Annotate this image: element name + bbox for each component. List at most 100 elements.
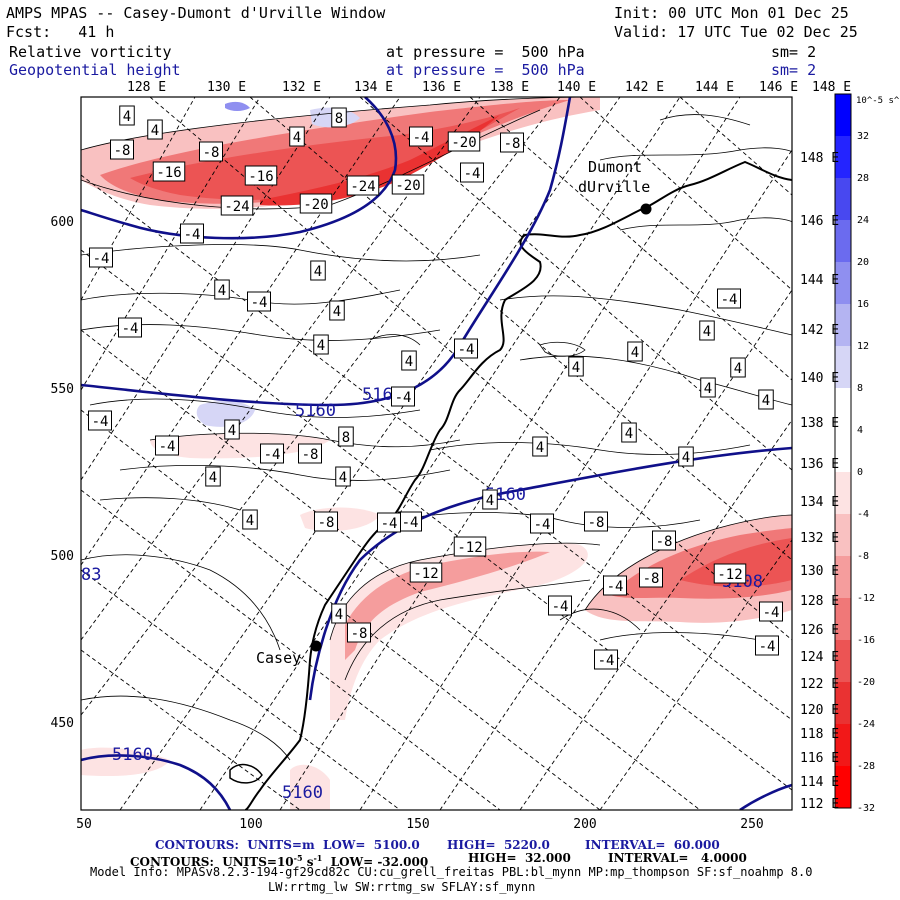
vorticity-contour-label: -8 [199,141,223,162]
footer-vort-exp2: -1 [313,853,323,863]
vorticity-contour-label: -4 [398,511,422,532]
longitude-top-label: 144 E [695,80,734,95]
colorbar-swatch [835,514,851,556]
vorticity-contour-label: -4 [594,649,618,670]
y-axis-tick-label: 450 [51,716,74,731]
longitude-top-label: 146 E [759,80,798,95]
colorbar-label: -32 [857,803,875,814]
vorticity-label-text: 4 [333,304,341,320]
footer-model-info-2: LW:rrtmg_lw SW:rrtmg_sw SFLAY:sf_mynn [268,880,536,894]
vorticity-contour-label: 8 [331,107,347,128]
colorbar-unit: 10^-5 s^-1 [856,96,900,106]
colorbar-swatch [835,682,851,724]
vorticity-label-text: -8 [588,515,605,531]
longitude-right-label: 144 E [800,273,839,288]
vorticity-contour-label: -4 [717,288,741,309]
vorticity-label-text: -4 [122,321,139,337]
vorticity-label-text: -4 [607,579,624,595]
footer-height-high: HIGH= 5220.0 [447,838,550,852]
footer-vort-units: CONTOURS: UNITS=10-5 s-1 LOW= -32.000 [130,852,428,869]
vorticity-label-text: -20 [395,178,420,194]
x-axis-tick-label: 100 [239,817,262,832]
y-axis-tick-label: 500 [51,549,74,564]
vorticity-label-text: 8 [335,111,343,127]
vorticity-contour-label: -12 [713,563,747,584]
footer-vort-interval: INTERVAL= 4.0000 [608,851,747,865]
longitude-right-label: 146 E [800,214,839,229]
footer-model-info: Model Info: MPASv8.2.3-194-gf29cd82c CU:… [90,865,813,879]
vorticity-contour-label: 4 [335,466,351,487]
vorticity-contour-label: -20 [391,174,425,195]
vorticity-contour-label: -16 [152,161,186,182]
longitude-right-label: 120 E [800,703,839,718]
colorbar-swatch [835,598,851,640]
vorticity-label-text: -12 [717,567,742,583]
vorticity-label-text: 4 [293,130,301,146]
vorticity-label-text: -8 [318,515,335,531]
x-axis-tick-label: 200 [573,817,596,832]
vorticity-contour-label: -4 [88,410,112,431]
colorbar-swatch [835,388,851,430]
vorticity-contour-label: -4 [89,247,113,268]
vorticity-label-text: -4 [763,605,780,621]
y-axis-tick-label: 550 [51,382,74,397]
vorticity-label-text: -4 [598,653,615,669]
coastline [244,160,792,810]
vorticity-contour-label: 8 [338,426,354,447]
footer-vort-s: s [302,855,314,869]
vorticity-label-text: -4 [395,390,412,406]
vorticity-contour-label: -4 [391,386,415,407]
valid-time: Valid: 17 UTC Tue 02 Dec 25 [614,23,858,41]
init-time: Init: 00 UTC Mon 01 Dec 25 [614,4,849,22]
vorticity-label-text: -4 [721,292,738,308]
longitude-right-label: 148 E [800,151,839,166]
vorticity-label-text: -12 [413,566,438,582]
axes: 50 100 150 200 250 600 550 500 450 128 E 130 E 132 … [51,80,852,832]
vorticity-label-text: 4 [317,338,325,354]
colorbar-swatch [835,640,851,682]
vorticity-label-text: 4 [405,354,413,370]
vorticity-contour-label: 4 [568,356,584,377]
colorbar-label: -20 [857,677,875,688]
longitude-top-label: 148 E [812,80,851,95]
longitude-top-label: 128 E [127,80,166,95]
vorticity-label-text: 8 [342,430,350,446]
colorbar-label: 8 [857,383,863,394]
field2-smoothing: sm= 2 [771,61,817,79]
vorticity-label-text: -24 [350,179,375,195]
longitude-right-label: 122 E [800,677,839,692]
plot-frame [80,96,793,811]
vorticity-contour-label: -24 [346,175,380,196]
longitude-right-label: 114 E [800,775,839,790]
vorticity-contour-label: 4 [147,119,163,140]
geopotential-contours [81,97,792,810]
vorticity-label-text: -4 [458,342,475,358]
vorticity-contour-label: -4 [260,443,284,464]
vorticity-contour-label: -8 [584,511,608,532]
vorticity-contour-label: -8 [314,511,338,532]
vorticity-contour-label: -4 [548,595,572,616]
vorticity-contour-label: 4 [678,446,694,467]
height-label: 5160 [282,783,323,803]
vorticity-contour-label: -8 [639,567,663,588]
vorticity-contour-label: 4 [205,466,221,487]
vorticity-label-text: -4 [464,166,481,182]
x-axis-tick-label: 250 [740,817,763,832]
vorticity-label-text: 4 [703,324,711,340]
footer-vort-units-text: CONTOURS: UNITS=10 [130,855,294,869]
casey-station-marker [310,640,322,652]
vorticity-label-text: 4 [631,345,639,361]
colorbar-label: 0 [857,467,863,478]
vorticity-label-text: -8 [114,143,131,159]
colorbar-label: 12 [857,341,869,352]
vorticity-label-text: -8 [351,626,368,642]
vorticity-label-text: 4 [228,423,236,439]
longitude-top-label: 134 E [354,80,393,95]
vorticity-contour-label: 4 [214,279,230,300]
longitude-top-label: 132 E [282,80,321,95]
longitude-right-label: 126 E [800,623,839,638]
longitude-right-label: 142 E [800,323,839,338]
vorticity-label-text: -4 [759,639,776,655]
longitude-right-label: 128 E [800,594,839,609]
